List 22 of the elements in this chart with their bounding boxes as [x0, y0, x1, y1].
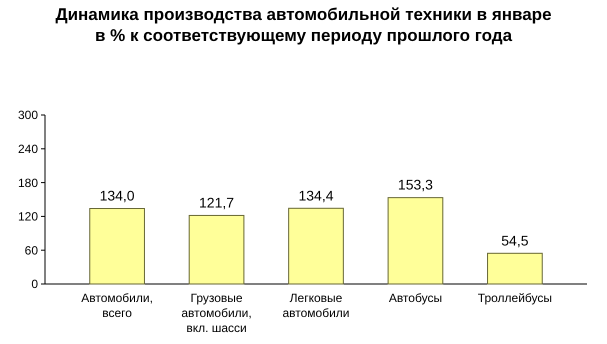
bar	[288, 208, 344, 284]
data-label: 153,3	[398, 176, 434, 193]
x-tick-label: Троллейбусы	[478, 291, 552, 305]
y-tick-label: 240	[18, 142, 38, 156]
y-tick-label: 180	[18, 176, 38, 190]
data-label: 134,4	[298, 187, 334, 204]
data-label: 121,7	[199, 194, 234, 210]
bar	[89, 208, 145, 284]
y-tick-label: 60	[24, 243, 38, 258]
x-tick-label: Легковые автомобили	[282, 291, 350, 320]
bar	[188, 214, 244, 284]
bar	[487, 252, 543, 284]
x-tick-label: Автобусы	[388, 291, 442, 305]
data-label: 134,0	[100, 188, 135, 204]
bar	[388, 197, 444, 284]
x-tick-label: Грузовые автомобили, вкл. шасси	[181, 291, 252, 335]
chart-title: Динамика производства автомобильной техники в январе в % к соответствующему периоду прошлого года	[55, 5, 552, 45]
y-tick-label: 300	[18, 108, 38, 122]
y-tick-label: 0	[31, 277, 38, 292]
data-label: 54,5	[501, 232, 529, 248]
y-tick-label: 120	[18, 210, 38, 224]
x-tick-label: Автомобили, всего	[81, 291, 153, 320]
